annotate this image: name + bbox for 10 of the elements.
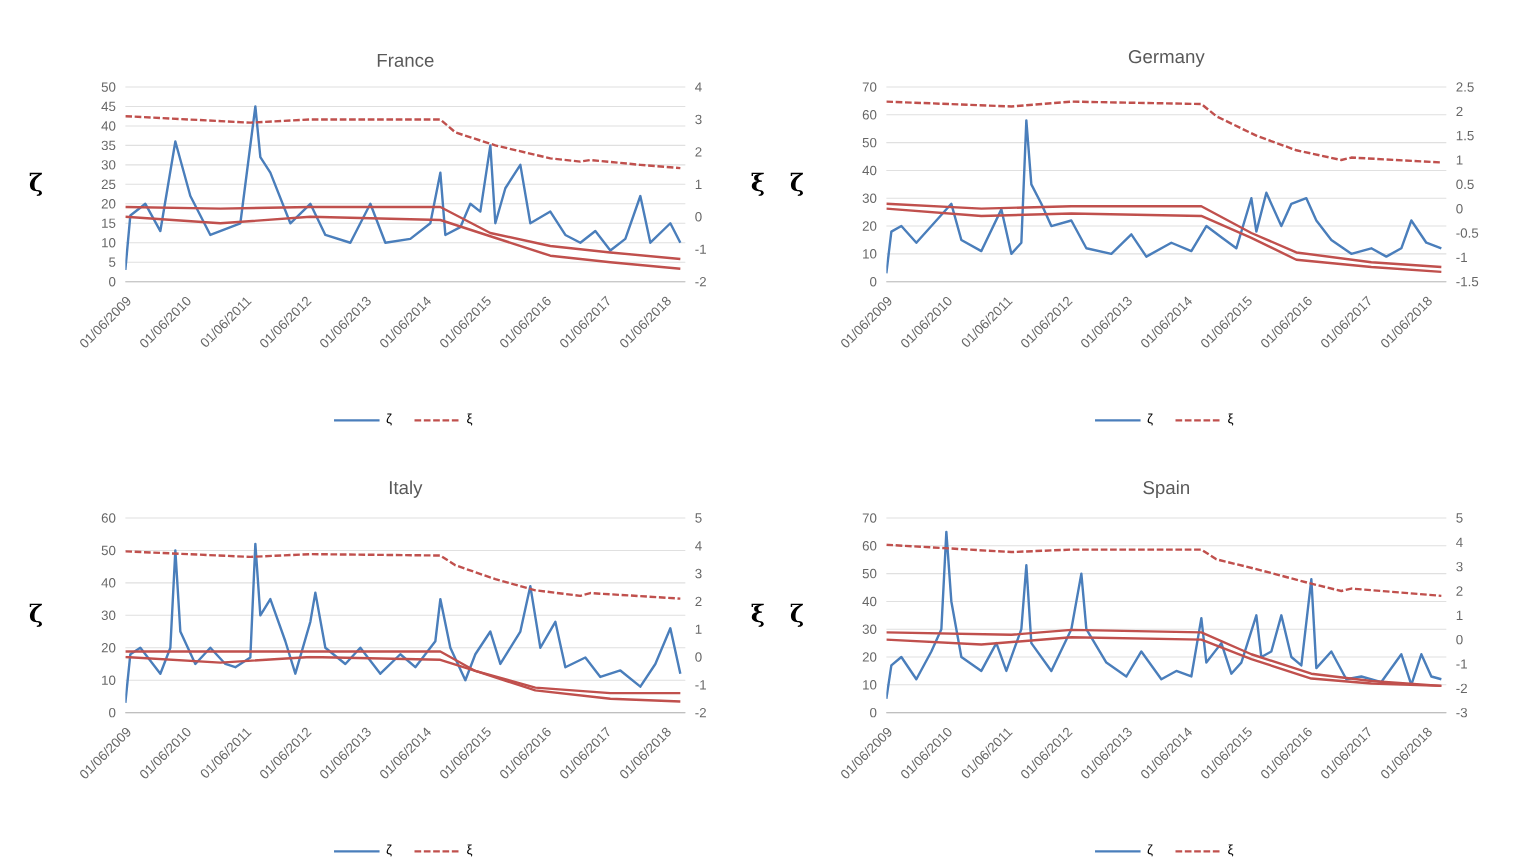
y2-axis-title: ξ <box>751 172 764 196</box>
y2-axis-title: ξ <box>751 603 764 627</box>
chart-title: Spain <box>1143 480 1189 498</box>
chart-title: Italy <box>389 480 423 498</box>
y-axis-title: ζ <box>790 172 803 196</box>
y-axis-title: ζ <box>29 172 42 196</box>
y-axis-title: ζ <box>29 603 42 627</box>
y-axis-title: ζ <box>790 603 803 627</box>
chart-title: France <box>377 53 434 67</box>
chart-title: Germany <box>1128 50 1205 67</box>
